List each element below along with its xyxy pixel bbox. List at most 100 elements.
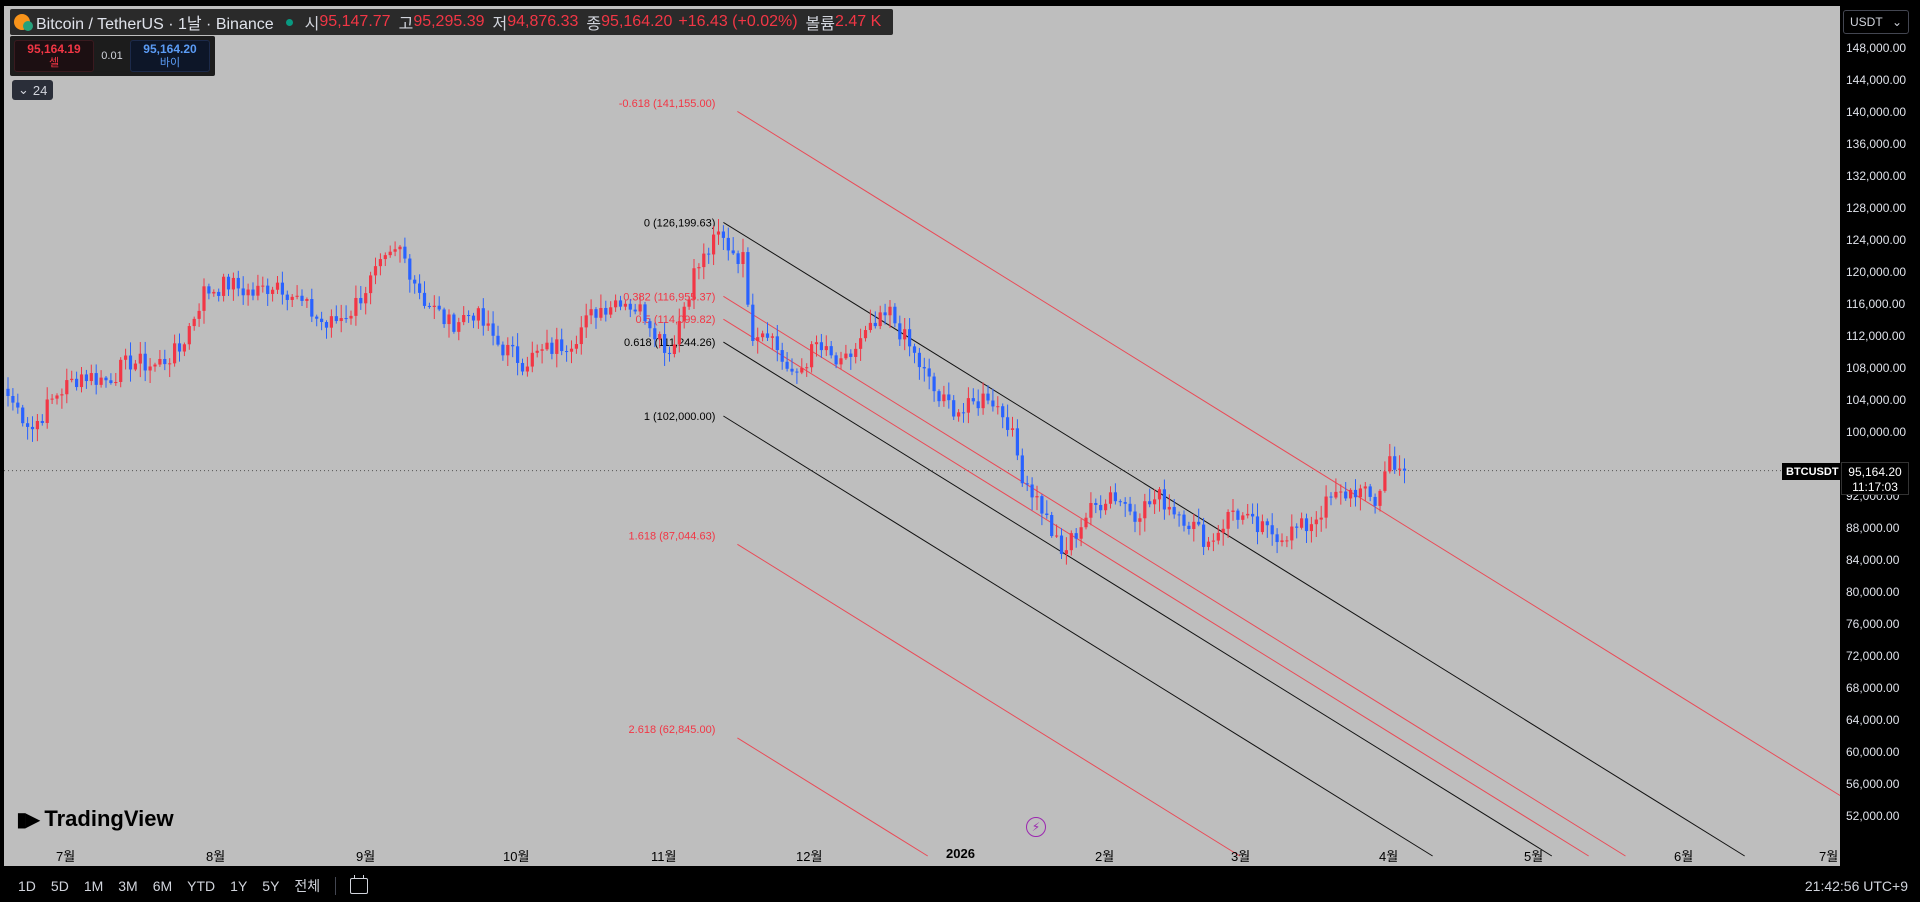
range-3m-button[interactable]: 3M	[118, 878, 138, 894]
range-5d-button[interactable]: 5D	[50, 878, 69, 894]
volume-value: 2.47 K	[835, 13, 882, 30]
tradingview-logo-icon: ▮▶	[16, 808, 40, 831]
plot-area[interactable]	[4, 6, 1840, 866]
range-5y-button[interactable]: 5Y	[262, 878, 280, 894]
candle-body	[1339, 491, 1343, 493]
candle-body	[1304, 518, 1309, 532]
candle-body	[770, 336, 774, 338]
candle-body	[790, 368, 794, 372]
range-6m-button[interactable]: 6M	[152, 878, 173, 894]
fib-level-label: 0.618 (111,244.26)	[624, 337, 715, 349]
price-tick-label: 76,000.00	[1846, 617, 1900, 631]
candle-body	[226, 276, 231, 290]
gear-icon[interactable]	[1872, 848, 1886, 862]
candle-body	[315, 316, 319, 319]
candle-body	[432, 305, 436, 308]
candle-body	[1236, 510, 1240, 520]
candle-body	[16, 402, 20, 408]
candle-body	[1206, 541, 1211, 547]
candle-body	[1030, 484, 1034, 498]
candle-body	[623, 303, 627, 307]
candle-body	[682, 306, 686, 322]
candle-body	[653, 328, 657, 340]
candle-body	[873, 322, 877, 327]
candle-body	[378, 259, 382, 267]
candle-body	[638, 304, 642, 312]
candle-body	[569, 348, 574, 352]
currency-select[interactable]: USDT ⌄	[1843, 10, 1909, 34]
candle-body	[1285, 540, 1289, 542]
candle-body	[55, 395, 59, 399]
candle-body	[143, 353, 147, 371]
indicator-collapse-button[interactable]: ⌄ 24	[12, 80, 54, 100]
candle-body	[1182, 514, 1186, 526]
candle-body	[236, 277, 240, 289]
candle-body	[633, 309, 637, 312]
time-tick-label: 2월	[1095, 849, 1115, 864]
candle-body	[418, 283, 422, 293]
candle-body	[854, 348, 858, 357]
time-tick-label: 8월	[206, 849, 226, 864]
tradingview-logo[interactable]: ▮▶ TradingView	[16, 806, 174, 832]
candle-body	[369, 275, 373, 294]
candle-body	[261, 285, 265, 287]
candle-body	[775, 336, 779, 351]
candle-body	[1001, 406, 1005, 418]
candle-body	[780, 350, 784, 362]
sell-button[interactable]: 95,164.19 셀	[14, 40, 94, 72]
candle-body	[957, 412, 961, 417]
candle-body	[79, 374, 84, 388]
price-tick-label: 108,000.00	[1846, 361, 1907, 375]
candle-body	[163, 358, 167, 365]
lightning-icon[interactable]: ⚡	[1026, 817, 1046, 837]
volume-label: 볼륨	[805, 16, 835, 33]
range-1d-button[interactable]: 1D	[18, 878, 36, 894]
price-tick-label: 88,000.00	[1846, 521, 1900, 535]
candle-body	[761, 333, 765, 338]
clock-timezone[interactable]: 21:42:56 UTC+9	[1804, 878, 1908, 894]
candle-body	[716, 231, 721, 235]
candle-body	[89, 373, 93, 382]
candle-body	[520, 362, 525, 372]
candle-body	[1187, 525, 1191, 530]
candle-body	[119, 359, 123, 382]
range-all-button[interactable]: 전체	[294, 878, 321, 894]
bottom-toolbar: 1D 5D 1M 3M 6M YTD 1Y 5Y 전체	[0, 870, 1920, 902]
price-tick-label: 104,000.00	[1846, 393, 1907, 407]
range-1m-button[interactable]: 1M	[83, 878, 104, 894]
candle-body	[168, 363, 172, 365]
symbol-legend[interactable]: Bitcoin / TetherUS · 1날 · Binance 시 95,1…	[10, 9, 894, 35]
chevron-down-icon: ⌄	[1891, 15, 1902, 29]
candle-body	[1010, 428, 1015, 430]
candle-body	[1099, 504, 1103, 511]
candle-body	[339, 318, 343, 322]
range-1y-button[interactable]: 1Y	[230, 878, 248, 894]
indicator-count: 24	[32, 82, 48, 98]
candle-body	[1216, 532, 1220, 541]
range-ytd-button[interactable]: YTD	[187, 878, 216, 894]
high-label: 고	[398, 16, 414, 33]
price-scale[interactable]	[1840, 0, 1920, 866]
candle-body	[177, 343, 182, 352]
fib-level-line	[723, 415, 1433, 857]
candle-body	[952, 400, 956, 417]
symbol-title[interactable]: Bitcoin / TetherUS · 1날 · Binance	[36, 16, 274, 33]
candle-body	[280, 282, 284, 295]
candle-body	[1045, 513, 1049, 516]
fib-channel: -0.618 (141,155.00) 0 (126,199.63) 0.382 (…	[619, 98, 1841, 857]
candle-series	[6, 219, 1407, 565]
candle-body	[878, 312, 882, 327]
calendar-goto-icon[interactable]	[350, 875, 369, 894]
candle-body	[1344, 491, 1348, 499]
time-axis[interactable]	[0, 866, 1920, 870]
candle-body	[128, 355, 133, 370]
buy-button[interactable]: 95,164.20 바이	[130, 40, 210, 72]
time-tick-label: 2026	[946, 846, 975, 861]
candle-body	[437, 305, 441, 310]
bitcoin-icon	[14, 14, 33, 31]
candle-body	[35, 420, 39, 430]
price-tick-label: 120,000.00	[1846, 265, 1907, 279]
candle-body	[1148, 501, 1152, 505]
candle-body	[334, 316, 338, 322]
